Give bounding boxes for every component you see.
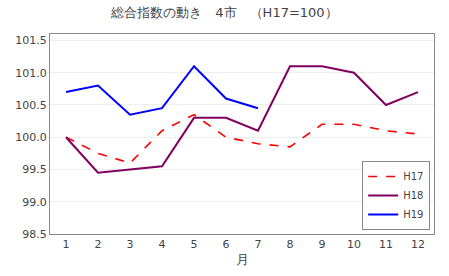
svg-text:8: 8 [287, 238, 294, 251]
svg-text:7: 7 [255, 238, 262, 251]
svg-text:3: 3 [127, 238, 134, 251]
svg-text:98.5: 98.5 [22, 228, 47, 241]
svg-text:H18: H18 [403, 190, 423, 201]
svg-text:H17: H17 [403, 171, 423, 182]
svg-text:月: 月 [236, 252, 249, 267]
svg-text:5: 5 [191, 238, 198, 251]
svg-text:6: 6 [223, 238, 230, 251]
svg-text:99.5: 99.5 [22, 163, 47, 176]
svg-text:101.5: 101.5 [15, 34, 47, 47]
svg-text:10: 10 [347, 238, 361, 251]
svg-text:100.5: 100.5 [15, 99, 47, 112]
svg-text:H19: H19 [403, 209, 423, 220]
svg-text:9: 9 [319, 238, 326, 251]
svg-text:総合指数の動き 4市 （H17=100）: 総合指数の動き 4市 （H17=100） [110, 5, 337, 20]
svg-text:11: 11 [379, 238, 393, 251]
svg-text:99.0: 99.0 [22, 196, 47, 209]
svg-text:100.0: 100.0 [15, 131, 47, 144]
svg-text:4: 4 [159, 238, 166, 251]
svg-text:12: 12 [411, 238, 425, 251]
svg-text:101.0: 101.0 [15, 67, 47, 80]
svg-text:2: 2 [95, 238, 102, 251]
svg-text:1: 1 [63, 238, 70, 251]
